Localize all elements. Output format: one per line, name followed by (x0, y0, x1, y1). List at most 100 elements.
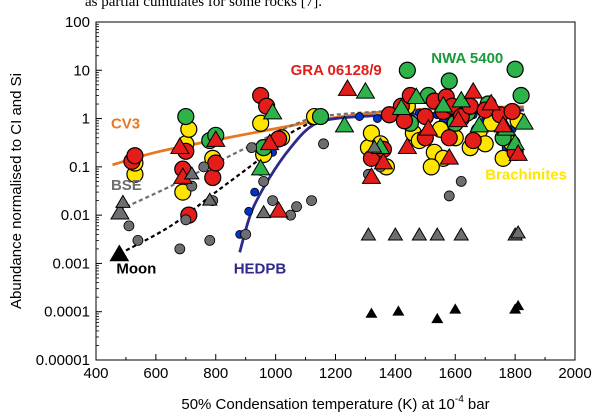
green-circles-nwa-5400-point (512, 86, 530, 105)
red-triangles-gra-06128-9-point (259, 133, 280, 151)
gray-circles-point (318, 138, 329, 150)
cv3-annotation: CV3 (111, 116, 140, 133)
x-axis-label-sup: -4 (455, 394, 464, 405)
red-triangles-gra-06128-9-point (481, 93, 502, 111)
x-tick-label: 2000 (558, 365, 591, 382)
black-triangles-point (449, 303, 462, 314)
red-triangles-gra-06128-9-point (439, 147, 460, 165)
x-tick-label: 800 (203, 365, 228, 382)
y-tick-label: 0.001 (52, 255, 90, 272)
red-circles-gra-06128-9-point (503, 102, 521, 121)
red-triangles-gra-06128-9-point (337, 79, 358, 96)
green-triangles-nwa-5400-point (469, 115, 490, 133)
red-circles-gra-06128-9-point (416, 107, 434, 126)
gra-06128-9-annotation: GRA 06128/9 (291, 62, 382, 79)
x-tick-label: 1800 (498, 365, 531, 382)
hedpb-points-point (355, 112, 364, 121)
gray-circles-point (455, 175, 467, 187)
data-markers (109, 60, 534, 324)
x-tick-label: 1600 (439, 365, 472, 382)
gray-circles-point (246, 142, 258, 154)
black-triangles-point (431, 312, 444, 324)
x-axis-label-main: 50% Condensation temperature (K) at 10 (181, 396, 455, 413)
green-triangles-nwa-5400-point (433, 95, 454, 113)
red-circles-gra-06128-9-point (126, 147, 144, 165)
gray-triangles-point (360, 227, 377, 241)
x-tick-labels: 400 600 800 1000 1200 1400 1600 1800 2000 (83, 365, 591, 382)
red-triangles-gra-06128-9-point (463, 81, 484, 99)
moon-endpoint-point (109, 244, 130, 262)
axis-ticks (95, 21, 576, 361)
green-triangles-nwa-5400-point (262, 102, 283, 120)
gray-circles-point (132, 234, 144, 246)
green-triangles-nwa-5400-point (250, 158, 271, 176)
bse-annotation: BSE (111, 177, 142, 194)
red-circles-gra-06128-9-point (440, 129, 458, 147)
gray-circles-point (258, 175, 270, 187)
red-circles-gra-06128-9-point (204, 168, 222, 187)
red-circles-gra-06128-9-point (464, 131, 482, 150)
red-triangles-gra-06128-9-point (169, 137, 190, 154)
gray-circles-point (240, 228, 252, 240)
gray-circles-point (180, 214, 192, 226)
y-tick-label: 0.0001 (44, 304, 90, 321)
hedpb-points-point (373, 114, 382, 123)
gray-circles-point (443, 190, 455, 202)
red-triangles-gra-06128-9-point (508, 144, 528, 161)
green-triangles-nwa-5400-point (391, 98, 412, 116)
gray-triangles-point (453, 227, 470, 241)
black-triangles-point (512, 299, 525, 311)
gray-triangles-point (183, 165, 200, 180)
black-triangles-point (365, 307, 378, 318)
gray-circles-point (174, 243, 186, 255)
hedpb-points-point (250, 187, 260, 197)
moon-annotation: Moon (116, 260, 156, 277)
x-tick-label: 1400 (379, 365, 412, 382)
y-tick-label: 100 (65, 14, 90, 31)
gray-triangles-point (411, 227, 428, 241)
gray-circles-point (285, 209, 296, 221)
green-circles-nwa-5400-point (177, 107, 195, 126)
red-triangles-gra-06128-9-point (361, 167, 382, 184)
gray-circles-point (267, 195, 279, 207)
nwa-5400-annotation: NWA 5400 (431, 50, 503, 67)
green-triangles-nwa-5400-point (355, 81, 376, 99)
series-annotations: CV3 BSE Moon HEDPB GRA 06128/9 NWA 5400 Brachi… (111, 50, 567, 277)
green-circles-nwa-5400-point (311, 107, 330, 126)
hedpb-annotation: HEDPB (234, 260, 287, 277)
gray-triangles-point (115, 194, 131, 208)
green-triangles-nwa-5400-point (514, 112, 534, 130)
red-circles-gra-06128-9-point (395, 112, 413, 130)
gray-triangles-point (201, 192, 218, 206)
x-tick-label: 600 (143, 365, 168, 382)
black-triangles-point (392, 305, 405, 316)
brachinites-annotation: Brachinites (485, 166, 567, 183)
y-tick-label: 0.01 (61, 207, 90, 224)
gray-circles-point (204, 234, 216, 246)
caption-fragment: as partial cumulates for some rocks [7]. (85, 0, 322, 10)
y-tick-label: 10 (73, 62, 90, 79)
moon-line (119, 117, 322, 255)
gray-triangles-point (366, 139, 383, 153)
red-triangles-gra-06128-9-point (448, 110, 469, 128)
bse-endpoint-point (110, 202, 130, 220)
yellow-circles-brachinites-point (422, 158, 440, 176)
x-axis-label: 50% Condensation temperature (K) at 10-4… (181, 394, 489, 413)
x-axis-label-tail: bar (464, 396, 490, 413)
green-circles-nwa-5400-point (398, 61, 416, 79)
gray-circles-point (306, 195, 317, 207)
y-tick-label: 1 (82, 111, 90, 128)
green-triangles-nwa-5400-point (406, 87, 427, 105)
red-triangles-gra-06128-9-point (205, 130, 226, 147)
x-tick-label: 1200 (319, 365, 352, 382)
gray-circles-point (291, 201, 302, 213)
gray-triangles-point (510, 224, 526, 239)
red-triangles-gra-06128-9-point (397, 137, 418, 154)
x-tick-label: 400 (83, 365, 108, 382)
red-triangles-gra-06128-9-point (373, 152, 394, 170)
red-triangles-gra-06128-9-point (493, 115, 514, 133)
gray-circles-point (198, 161, 210, 173)
green-circles-nwa-5400-point (506, 60, 524, 78)
red-circles-gra-06128-9-point (207, 154, 225, 172)
